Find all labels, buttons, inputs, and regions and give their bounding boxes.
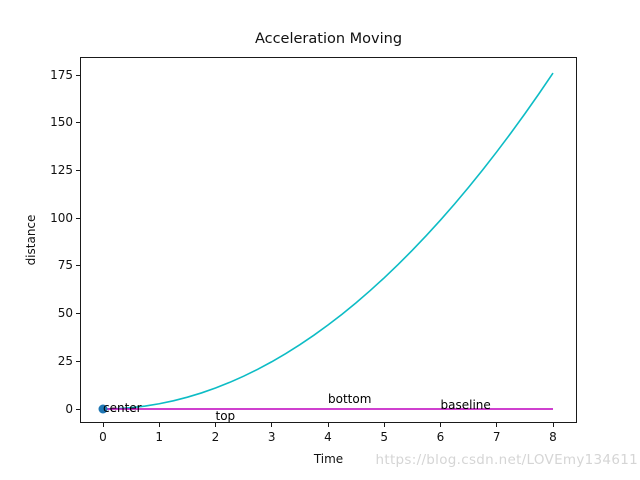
x-tick-mark: [383, 423, 385, 427]
x-tick-label: 6: [436, 430, 445, 444]
watermark-text: https://blog.csdn.net/LOVEmy134611: [375, 452, 638, 468]
x-tick-mark: [552, 423, 554, 427]
y-tick-mark: [76, 408, 80, 410]
x-tick-label: 0: [99, 430, 107, 444]
y-tick-mark: [76, 122, 80, 124]
plot-canvas: [98, 72, 554, 414]
x-tick-label: 3: [267, 430, 276, 444]
y-tick-label: 125: [50, 162, 73, 177]
x-tick-label: 5: [380, 430, 389, 444]
chart-title: Acceleration Moving: [254, 31, 403, 47]
y-tick-mark: [76, 265, 80, 267]
y-tick-mark: [76, 217, 80, 219]
y-tick-label: 75: [57, 258, 73, 273]
origin-marker: [98, 404, 108, 414]
y-tick-label: 150: [50, 115, 73, 130]
x-tick-mark: [440, 423, 441, 427]
distance-curve: [102, 72, 554, 410]
x-axis-label: Time: [313, 452, 344, 466]
y-tick-label: 25: [57, 353, 73, 368]
x-tick-mark: [215, 423, 216, 427]
y-tick-label: 50: [57, 306, 73, 321]
x-tick-mark: [158, 423, 160, 427]
y-tick-label: 175: [50, 67, 73, 82]
x-tick-mark: [102, 423, 104, 427]
y-tick-label: 100: [50, 210, 73, 225]
y-tick-label: 0: [65, 401, 73, 416]
x-tick-label: 1: [155, 430, 164, 444]
x-tick-label: 4: [324, 430, 332, 444]
y-tick-mark: [76, 360, 80, 362]
x-tick-mark: [327, 423, 329, 427]
y-tick-mark: [76, 313, 80, 315]
plot-area: [80, 57, 577, 423]
x-tick-label: 7: [492, 430, 501, 444]
x-tick-label: 2: [211, 430, 220, 444]
y-tick-mark: [76, 74, 80, 76]
x-tick-label: 8: [549, 430, 557, 444]
x-tick-mark: [496, 423, 498, 427]
y-tick-mark: [76, 169, 80, 171]
x-tick-mark: [271, 423, 273, 427]
